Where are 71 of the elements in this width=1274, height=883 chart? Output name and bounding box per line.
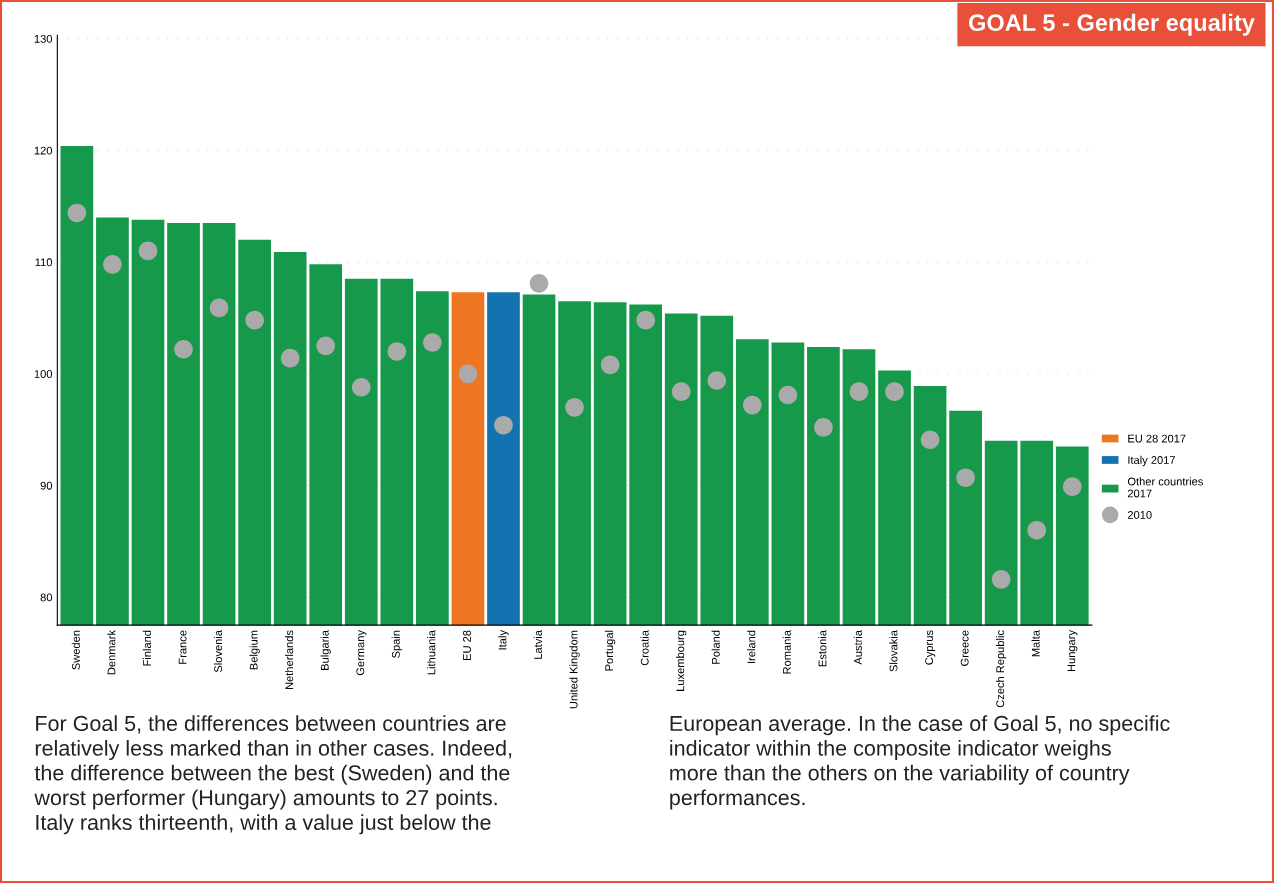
x-tick-label: Malta <box>1031 630 1040 657</box>
point <box>1062 477 1082 496</box>
y-tick-label: 120 <box>34 146 53 155</box>
x-tick-label: Croatia <box>640 630 649 666</box>
point <box>529 274 549 293</box>
point <box>743 395 762 415</box>
y-tick-label: 110 <box>35 258 53 267</box>
point <box>458 364 478 384</box>
point <box>245 310 264 330</box>
x-tick-label: Bulgaria <box>320 630 331 670</box>
point <box>636 310 655 330</box>
x-tick-label: Spain <box>391 630 403 658</box>
x-tick-label: Belgium <box>249 630 260 670</box>
point <box>174 339 193 359</box>
point <box>280 348 300 368</box>
x-tick-label: Denmark <box>107 630 116 675</box>
x-tick-label: Czech Republic <box>995 630 1007 708</box>
point <box>67 203 87 223</box>
y-tick-label: 100 <box>34 370 53 378</box>
point <box>885 382 904 401</box>
point <box>671 382 691 401</box>
x-tick-label: Finland <box>142 630 151 666</box>
point <box>138 241 158 261</box>
x-tick-label: Luxembourg <box>676 630 687 691</box>
x-tick-label: France <box>178 630 187 664</box>
point <box>778 385 798 405</box>
legend-label: 2010 <box>1127 511 1152 519</box>
y-tick-label: 130 <box>34 34 53 43</box>
x-tick-label: Lithuania <box>427 630 436 675</box>
point <box>351 377 371 397</box>
point <box>1027 520 1047 540</box>
x-tick-label: Netherlands <box>285 630 294 690</box>
point <box>956 468 975 488</box>
chart-title: GOAL 5 - Gender equality <box>968 13 1255 36</box>
point <box>991 570 1011 589</box>
y-tick-label: 90 <box>40 481 53 490</box>
x-tick-label: Austria <box>853 630 862 665</box>
x-tick-label: Estonia <box>818 630 827 667</box>
x-tick-label: Poland <box>711 630 720 664</box>
point <box>316 336 336 356</box>
point <box>849 382 869 401</box>
text: European average. In the case of Goal 5, no specific indicator within the composite indicator weighs more than the others on the variability of country performances. <box>670 715 1170 810</box>
x-tick-label: Cyprus <box>925 630 936 665</box>
x-tick-label: EU 28 <box>463 630 471 660</box>
point <box>209 298 229 318</box>
point <box>423 333 442 352</box>
text: For Goal 5, the differences between countries are relatively less marked than in other cases. Indeed, the difference between the best (Sweden) and the worst performer (Hungary) amounts to 27 points. Italy ranks thirteenth, with a value just below the <box>34 715 512 835</box>
point <box>600 355 620 375</box>
x-tick-label: Ireland <box>747 630 756 663</box>
legend-label: Other countries 2017 <box>1127 477 1203 498</box>
legend-label: EU 28 2017 <box>1128 434 1186 443</box>
x-tick-label: Slovenia <box>213 630 223 673</box>
y-tick-label: 80 <box>40 593 53 602</box>
x-tick-label: Germany <box>356 630 367 676</box>
point <box>494 415 513 435</box>
point <box>814 418 833 437</box>
x-tick-label: Romania <box>782 630 791 674</box>
point <box>920 430 940 450</box>
x-tick-label: Italy <box>498 630 509 650</box>
x-tick-label: Latvia <box>533 630 543 659</box>
x-tick-label: Hungary <box>1067 630 1078 672</box>
point <box>565 398 584 417</box>
x-tick-label: Sweden <box>71 630 80 670</box>
point <box>103 255 122 274</box>
x-tick-label: United Kingdom <box>569 630 580 709</box>
x-tick-label: Portugal <box>604 630 616 671</box>
x-tick-label: Slovakia <box>889 630 898 672</box>
point <box>387 342 407 361</box>
legend-label: Italy 2017 <box>1128 455 1175 467</box>
point <box>707 371 727 390</box>
x-tick-label: Greece <box>960 630 969 666</box>
